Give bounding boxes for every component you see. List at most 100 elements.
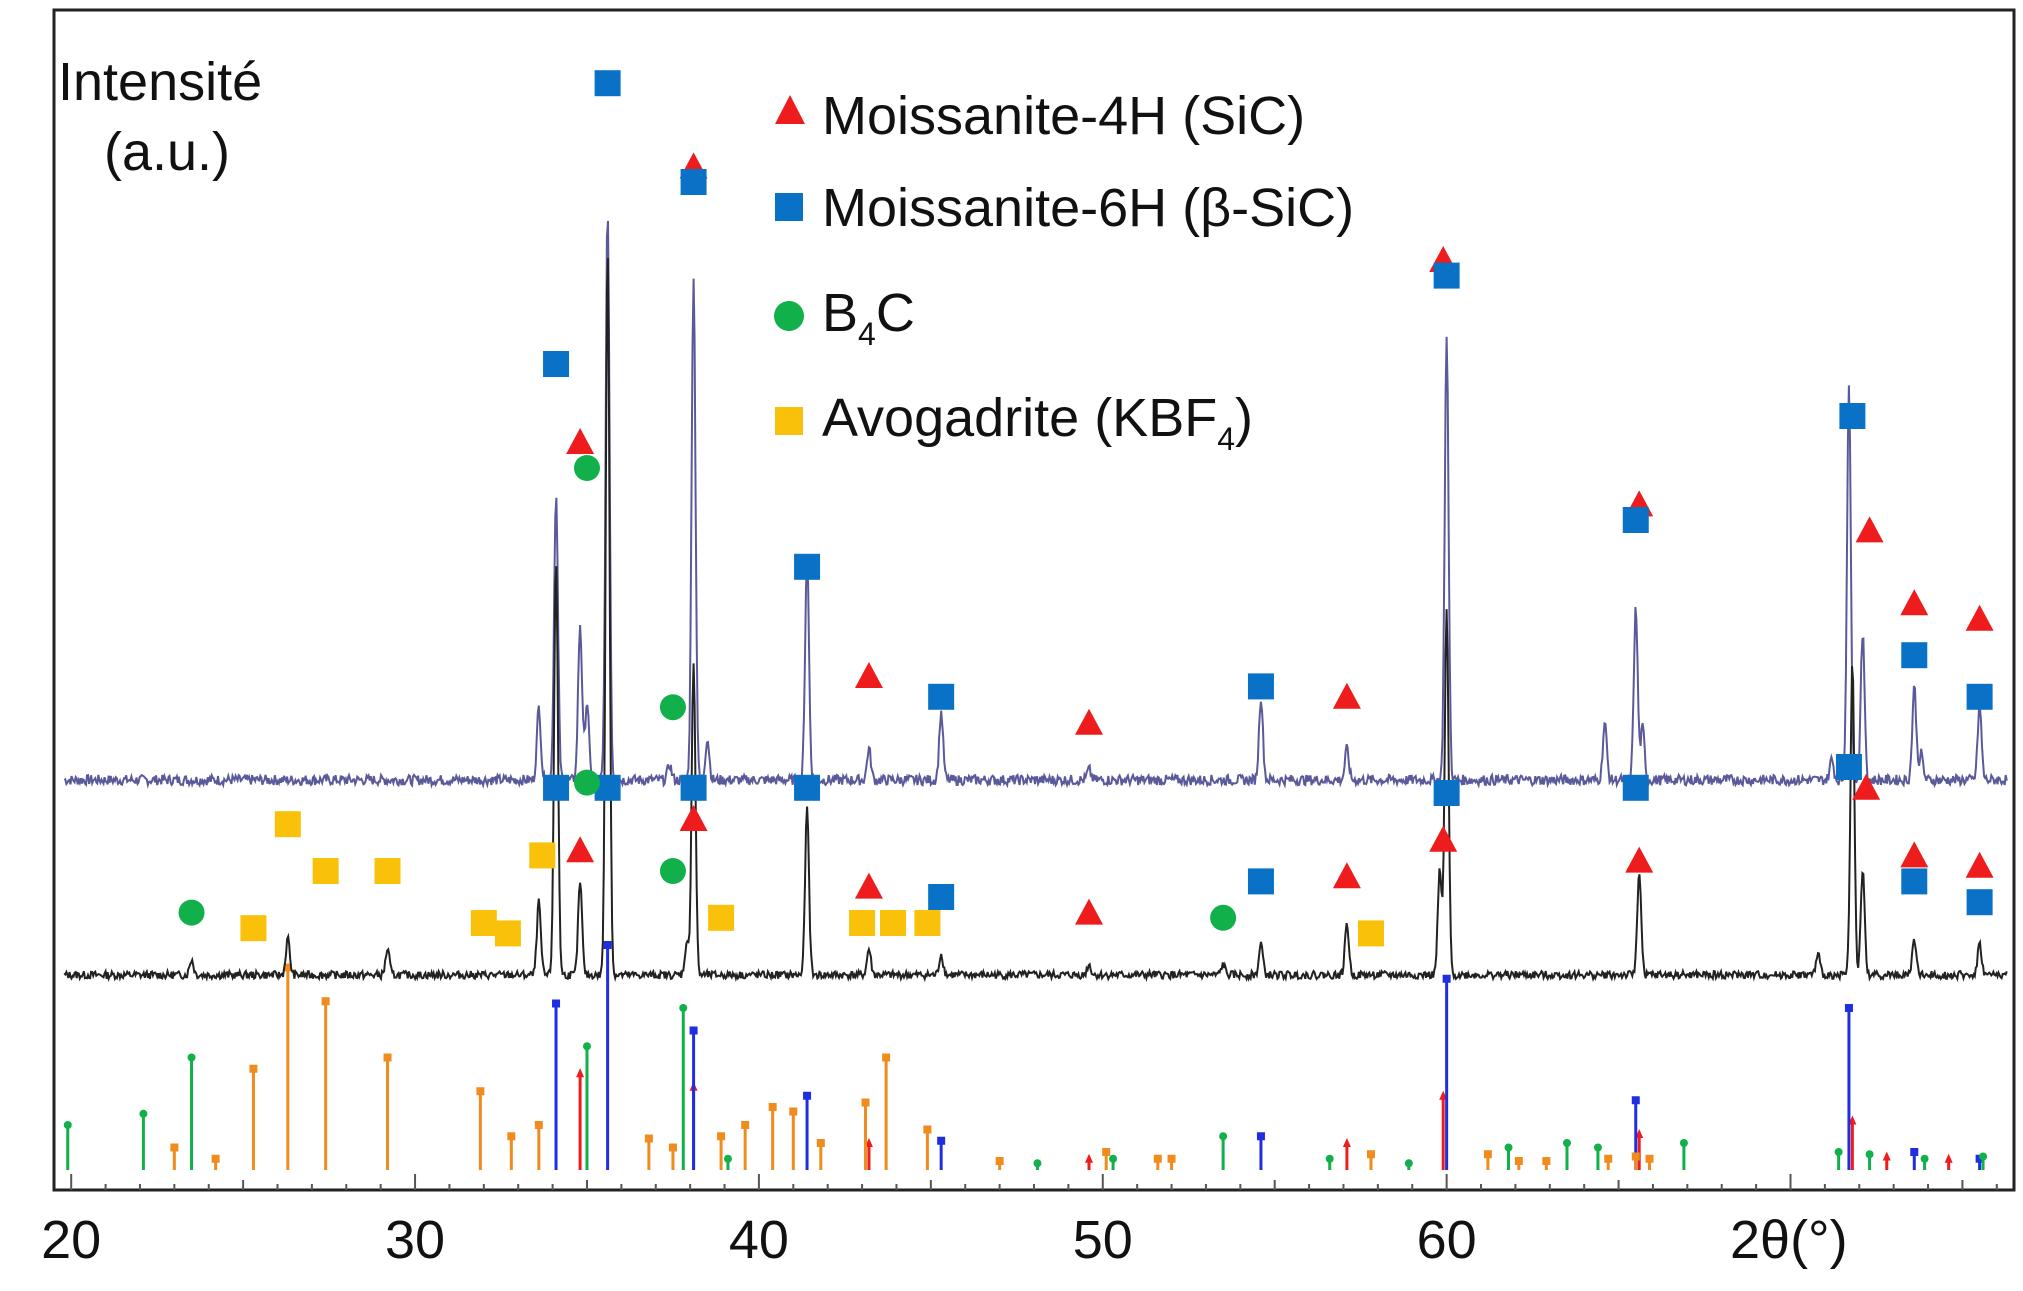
x-tick-labels: 20 30 40 50 60 — [41, 1210, 1477, 1270]
legend-square-blue-icon — [775, 193, 803, 221]
b4c-ref-cap — [1219, 1132, 1228, 1141]
moissanite6h-ref-cap — [603, 941, 612, 949]
b4c-ref-cap — [582, 1042, 591, 1051]
x-tick-label: 30 — [385, 1210, 445, 1270]
avogadrite-ref-cap — [882, 1053, 891, 1062]
avogadrite-ref-cap — [1514, 1157, 1523, 1165]
lower-avogadrite-square-marker — [849, 910, 876, 936]
lower-avogadrite-square-marker — [529, 842, 556, 869]
x-tick-label: 20 — [41, 1210, 101, 1270]
avogadrite-ref-cap — [717, 1132, 726, 1141]
b4c-ref-cap — [723, 1154, 732, 1163]
x-axis-label: 2θ(°) — [1730, 1210, 1848, 1270]
avogadrite-ref-cap — [995, 1157, 1004, 1165]
lower-avogadrite-square-marker — [494, 920, 521, 947]
legend-circle-green-icon — [774, 301, 804, 331]
reference-sticks — [63, 941, 1988, 1170]
lower-avogadrite-square-marker — [1357, 920, 1384, 947]
upper-pattern-line — [63, 220, 2008, 789]
y-axis-label-line2: (a.u.) — [104, 122, 230, 182]
avogadrite-ref-cap — [507, 1132, 516, 1141]
avogadrite-ref-cap — [1604, 1154, 1613, 1163]
b4c-ref-cap — [1920, 1154, 1929, 1163]
legend-square-yellow-icon — [775, 407, 803, 435]
upper-b4c-circle-marker — [573, 455, 600, 481]
avogadrite-ref-cap — [249, 1064, 258, 1073]
avogadrite-ref-cap — [211, 1154, 220, 1163]
b4c-ref-cap — [679, 1004, 688, 1012]
b4c-ref-cap — [1109, 1154, 1118, 1163]
avogadrite-ref-cap — [789, 1107, 798, 1116]
x-axis-ticks — [70, 1174, 1998, 1190]
lower-moissanite6h-square-marker — [1622, 774, 1649, 801]
upper-moissanite4h-triangle-marker — [1900, 589, 1929, 616]
avogadrite-ref-cap — [383, 1053, 392, 1062]
avogadrite-ref-cap — [1366, 1150, 1375, 1159]
avogadrite-ref-cap — [668, 1143, 677, 1152]
avogadrite-ref-cap — [1631, 1152, 1640, 1161]
b4c-ref-cap — [1033, 1159, 1042, 1168]
peak-markers — [178, 70, 1994, 947]
upper-moissanite6h-square-marker — [1622, 507, 1649, 533]
avogadrite-ref-cap — [861, 1098, 870, 1107]
avogadrite-ref-cap — [1102, 1148, 1111, 1156]
b4c-ref-cap — [1562, 1139, 1571, 1147]
moissanite6h-ref-cap — [1844, 1004, 1853, 1012]
lower-moissanite6h-square-marker — [680, 774, 707, 801]
lower-moissanite4h-triangle-marker — [1625, 846, 1654, 873]
moissanite4h-ref-cap — [1342, 1138, 1351, 1147]
b4c-ref-cap — [1404, 1159, 1413, 1168]
legend-label-moissanite4h: Moissanite-4H (SiC) — [822, 86, 1305, 146]
moissanite6h-ref-cap — [552, 999, 561, 1008]
avogadrite-ref-cap — [923, 1125, 932, 1134]
avogadrite-ref-cap — [1167, 1154, 1176, 1163]
lower-pattern-line — [63, 258, 2008, 983]
avogadrite-ref-cap — [283, 963, 292, 972]
moissanite6h-ref-cap — [1631, 1096, 1640, 1105]
lower-b4c-circle-marker — [573, 769, 600, 796]
upper-moissanite4h-triangle-marker — [1332, 682, 1361, 709]
lower-moissanite4h-triangle-marker — [1900, 841, 1929, 868]
lower-moissanite4h-triangle-marker — [566, 836, 595, 863]
b4c-ref-cap — [63, 1121, 72, 1129]
b4c-ref-cap — [1865, 1150, 1874, 1159]
lower-moissanite6h-square-marker — [1966, 889, 1993, 916]
upper-moissanite4h-triangle-marker — [1855, 516, 1884, 543]
avogadrite-ref-cap — [1542, 1157, 1551, 1165]
moissanite4h-ref-cap — [1944, 1153, 1953, 1163]
upper-moissanite6h-square-marker — [1839, 403, 1866, 429]
lower-moissanite4h-triangle-marker — [854, 872, 883, 899]
upper-moissanite6h-square-marker — [1966, 683, 1993, 710]
avogadrite-ref-cap — [768, 1103, 777, 1111]
avogadrite-ref-cap — [1153, 1154, 1162, 1163]
b4c-ref-cap — [1979, 1152, 1988, 1161]
upper-moissanite6h-square-marker — [680, 169, 707, 195]
avogadrite-ref-cap — [170, 1143, 179, 1152]
moissanite6h-ref-cap — [1256, 1132, 1265, 1141]
upper-b4c-circle-marker — [659, 694, 686, 721]
moissanite6h-ref-cap — [1442, 974, 1451, 983]
lower-moissanite6h-square-marker — [928, 884, 955, 910]
moissanite6h-ref-cap — [937, 1136, 946, 1145]
lower-moissanite4h-triangle-marker — [1965, 851, 1994, 878]
x-tick-label: 50 — [1073, 1210, 1133, 1270]
plot-frame — [52, 8, 2016, 1192]
upper-moissanite6h-square-marker — [1247, 673, 1274, 700]
lower-moissanite6h-square-marker — [1433, 780, 1460, 806]
b4c-ref-cap — [139, 1109, 148, 1118]
upper-moissanite6h-square-marker — [594, 70, 621, 97]
lower-moissanite6h-square-marker — [1247, 868, 1274, 895]
lower-avogadrite-square-marker — [240, 915, 267, 942]
upper-moissanite4h-triangle-marker — [566, 428, 595, 454]
avogadrite-ref-cap — [1483, 1150, 1492, 1159]
upper-moissanite6h-square-marker — [1433, 262, 1460, 289]
b4c-ref-cap — [1325, 1154, 1334, 1163]
b4c-ref-cap — [1593, 1143, 1602, 1152]
b4c-ref-cap — [1679, 1139, 1688, 1147]
upper-moissanite6h-square-marker — [928, 683, 955, 710]
moissanite4h-ref-cap — [1882, 1151, 1891, 1161]
lower-moissanite6h-square-marker — [543, 774, 570, 801]
upper-moissanite6h-square-marker — [543, 351, 570, 377]
lower-b4c-circle-marker — [178, 899, 205, 926]
legend-label-avogadrite: Avogadrite (KBF4) — [822, 388, 1253, 457]
